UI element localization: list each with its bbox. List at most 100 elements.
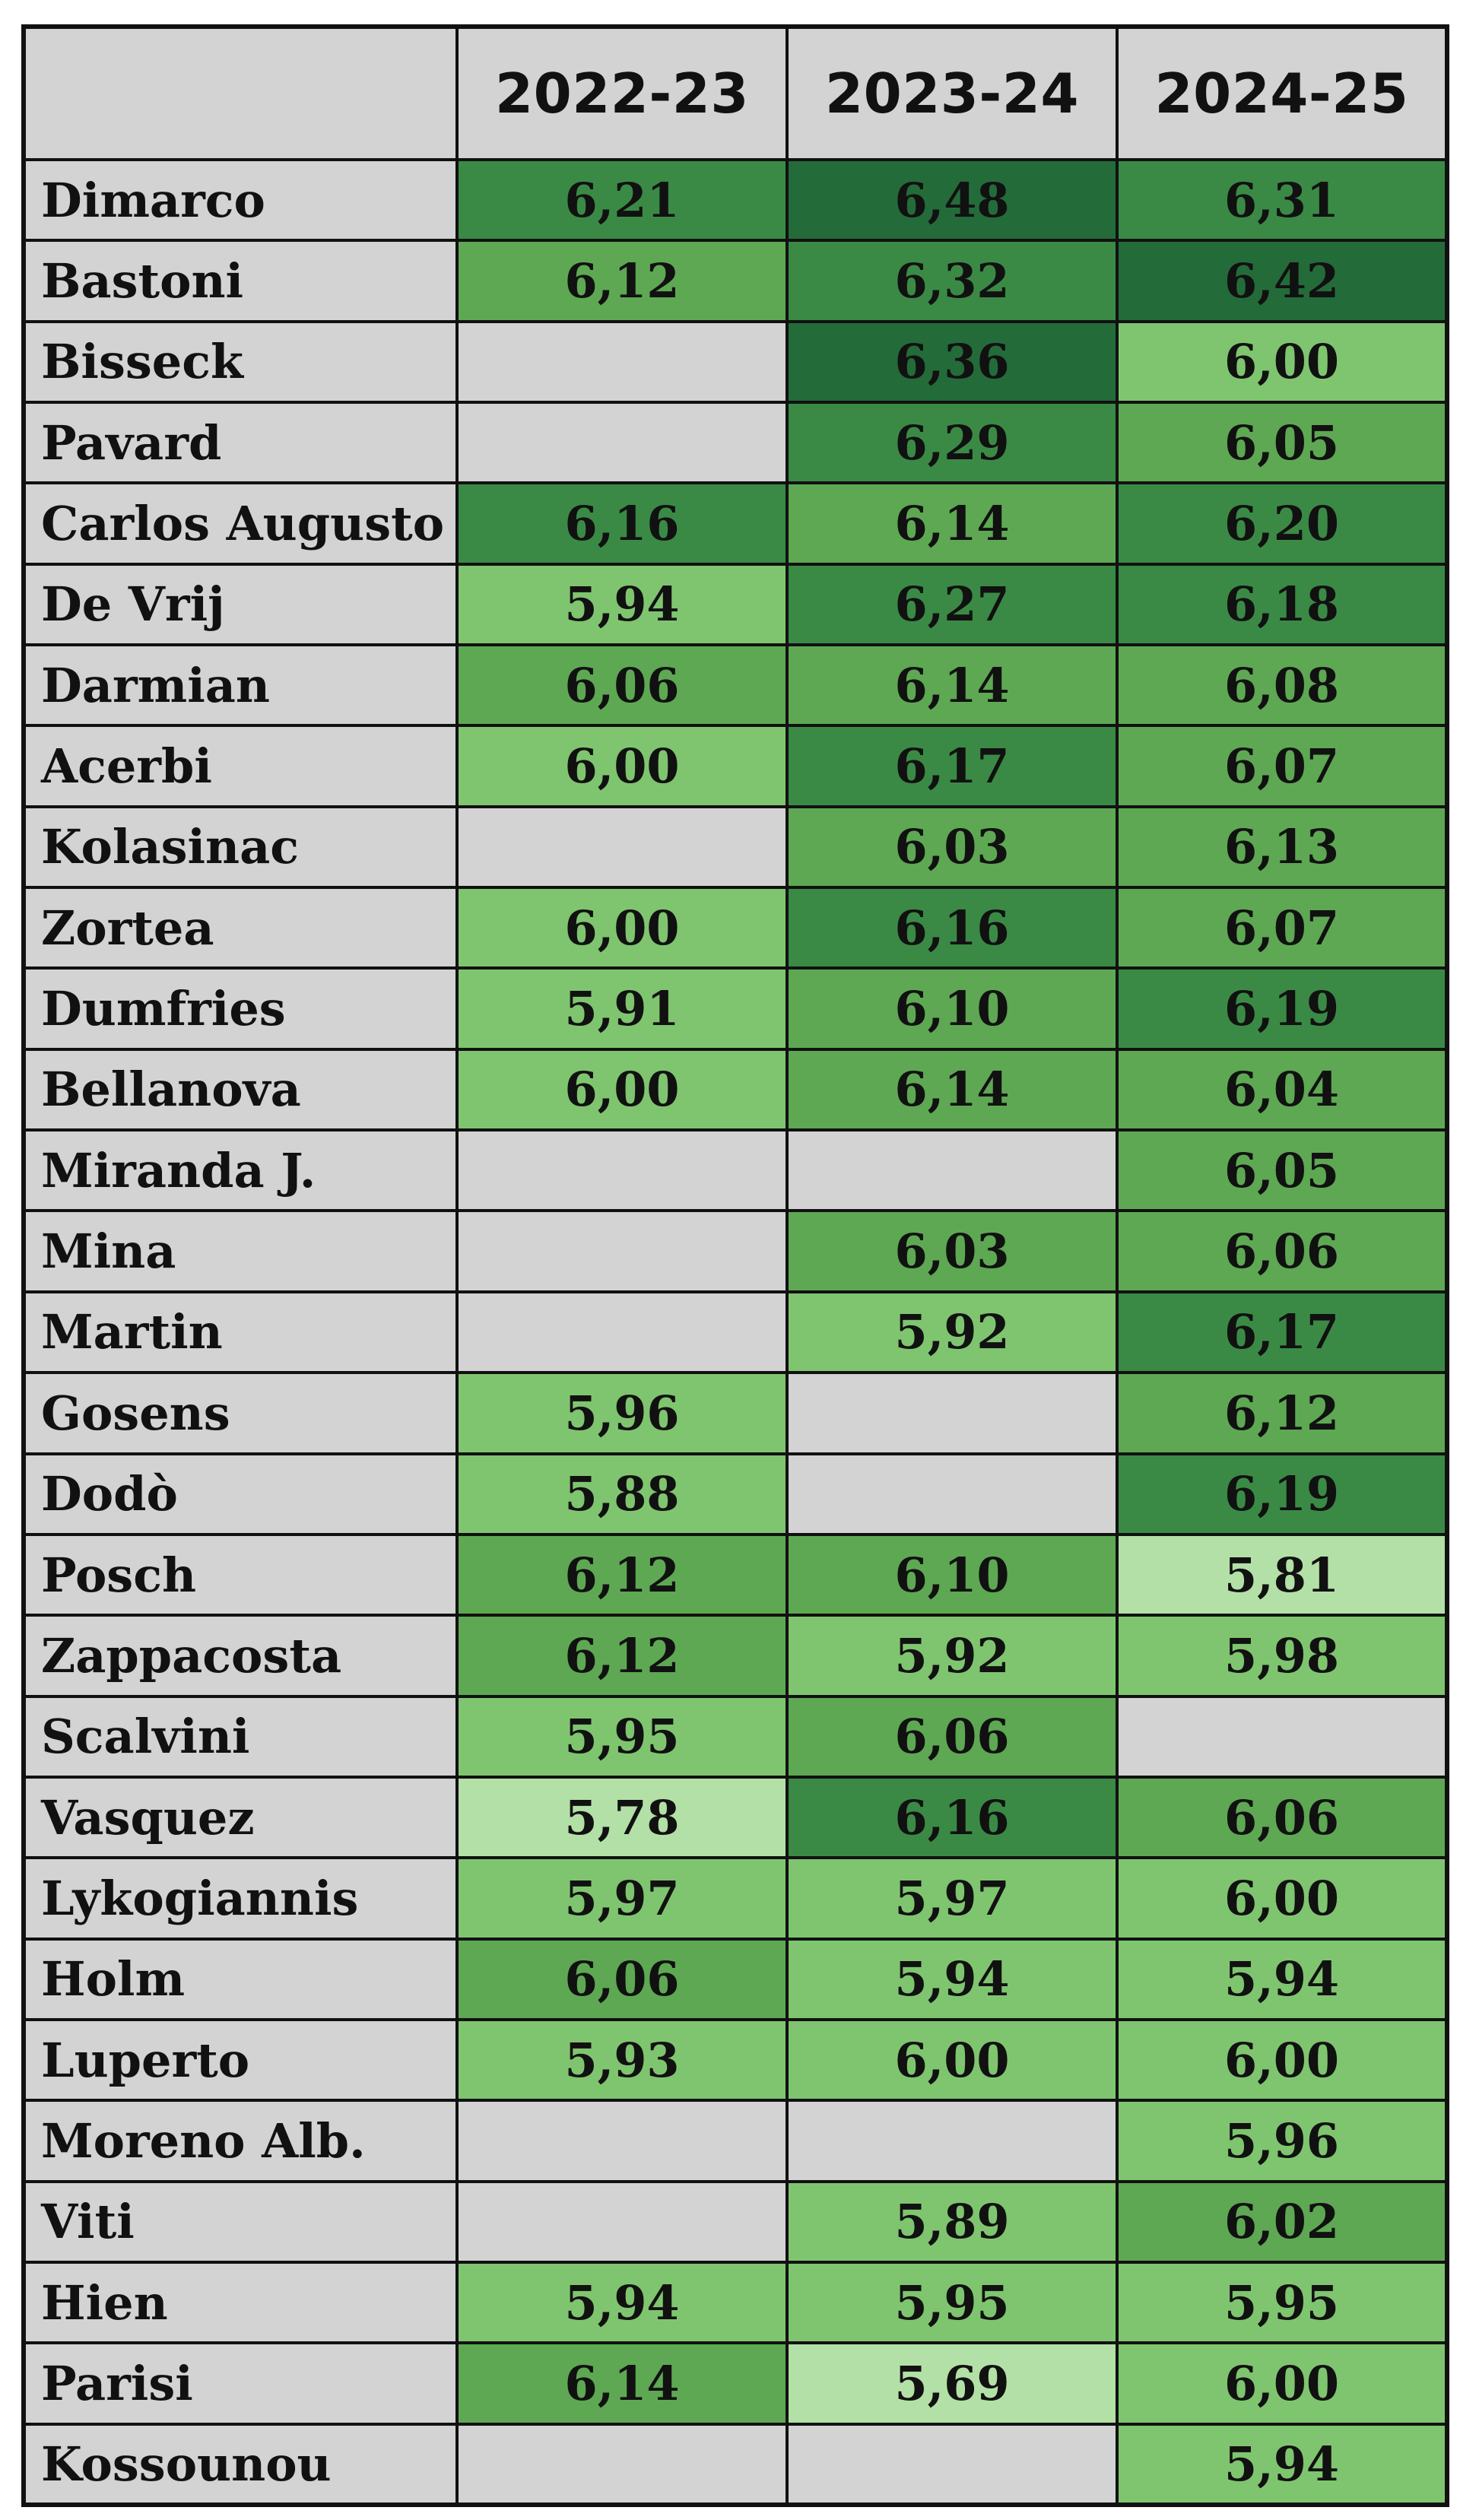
table-row: Bisseck 6,36 6,00 [22, 319, 1449, 405]
rating-cell: 6,19 [1116, 1452, 1449, 1536]
rating-cell: 6,12 [455, 1614, 789, 1698]
rating-cell: 5,92 [786, 1290, 1119, 1375]
rating-cell: 5,78 [455, 1775, 789, 1860]
player-name-cell: Kolasinac [22, 805, 459, 890]
player-name-cell: Viti [22, 2179, 459, 2264]
player-name-cell: Dodò [22, 1452, 459, 1536]
table-row: Dodò 5,88 6,19 [22, 1452, 1449, 1536]
player-name-cell: Bisseck [22, 319, 459, 405]
rating-cell: 6,20 [1116, 481, 1449, 566]
rating-cell: 6,36 [786, 319, 1119, 405]
rating-cell: 6,14 [786, 643, 1119, 728]
header-row: 2022-23 2023-24 2024-25 [22, 25, 1449, 161]
rating-cell: 6,06 [455, 1937, 789, 2021]
table-row: Gosens 5,96 6,12 [22, 1371, 1449, 1455]
player-name-cell: Gosens [22, 1371, 459, 1455]
empty-rating-cell [786, 1371, 1119, 1455]
rating-cell: 5,94 [455, 2260, 789, 2345]
player-name-cell: Carlos Augusto [22, 481, 459, 566]
rating-cell: 5,97 [455, 1856, 789, 1941]
table-body: Dimarco 6,21 6,48 6,31 Bastoni 6,12 6,32 6,42 Bi… [22, 157, 1449, 2507]
rating-cell: 5,89 [786, 2179, 1119, 2264]
rating-cell: 5,96 [1116, 2099, 1449, 2183]
rating-cell: 6,04 [1116, 1047, 1449, 1132]
rating-cell: 5,94 [786, 1937, 1119, 2021]
table-row: Zappacosta 6,12 5,92 5,98 [22, 1614, 1449, 1698]
empty-rating-cell [1116, 1694, 1449, 1779]
rating-cell: 5,96 [455, 1371, 789, 1455]
empty-rating-cell [455, 2422, 789, 2507]
rating-cell: 5,88 [455, 1452, 789, 1536]
rating-cell: 6,00 [1116, 1856, 1449, 1941]
rating-cell: 6,06 [455, 643, 789, 728]
rating-cell: 6,00 [786, 2017, 1119, 2103]
rating-cell: 5,94 [1116, 2422, 1449, 2507]
rating-cell: 6,29 [786, 401, 1119, 485]
rating-cell: 6,12 [1116, 1371, 1449, 1455]
rating-cell: 6,08 [1116, 643, 1449, 728]
rating-cell: 6,00 [1116, 2017, 1449, 2103]
table-row: Vasquez 5,78 6,16 6,06 [22, 1775, 1449, 1860]
rating-cell: 6,21 [455, 157, 789, 243]
table-row: Carlos Augusto 6,16 6,14 6,20 [22, 481, 1449, 566]
table-row: Darmian 6,06 6,14 6,08 [22, 643, 1449, 728]
rating-cell: 5,93 [455, 2017, 789, 2103]
player-name-cell: Luperto [22, 2017, 459, 2103]
table-row: Hien 5,94 5,95 5,95 [22, 2260, 1449, 2345]
rating-cell: 6,16 [455, 481, 789, 566]
rating-cell: 6,00 [455, 1047, 789, 1132]
empty-rating-cell [786, 1128, 1119, 1213]
rating-cell: 6,48 [786, 157, 1119, 243]
rating-cell: 6,10 [786, 1532, 1119, 1617]
rating-cell: 5,92 [786, 1614, 1119, 1698]
table-row: Bastoni 6,12 6,32 6,42 [22, 239, 1449, 323]
player-name-cell: Lykogiannis [22, 1856, 459, 1941]
rating-cell: 5,91 [455, 966, 789, 1051]
ratings-heatmap-table: 2022-23 2023-24 2024-25 Dimarco 6,21 6,48 6… [21, 24, 1449, 2507]
rating-cell: 6,00 [1116, 2341, 1449, 2426]
player-name-cell: Zortea [22, 886, 459, 970]
player-name-cell: Scalvini [22, 1694, 459, 1779]
rating-cell: 6,00 [455, 886, 789, 970]
rating-cell: 6,07 [1116, 724, 1449, 808]
rating-cell: 6,32 [786, 239, 1119, 323]
table-row: Scalvini 5,95 6,06 [22, 1694, 1449, 1779]
empty-rating-cell [455, 319, 789, 405]
table-row: Pavard 6,29 6,05 [22, 401, 1449, 485]
empty-rating-cell [786, 2422, 1119, 2507]
table-row: Mina 6,03 6,06 [22, 1209, 1449, 1293]
rating-cell: 6,13 [1116, 805, 1449, 890]
rating-cell: 6,19 [1116, 966, 1449, 1051]
rating-cell: 5,95 [1116, 2260, 1449, 2345]
rating-cell: 6,18 [1116, 562, 1449, 647]
table-row: Viti 5,89 6,02 [22, 2179, 1449, 2264]
rating-cell: 6,00 [1116, 319, 1449, 405]
empty-rating-cell [455, 401, 789, 485]
rating-cell: 6,12 [455, 239, 789, 323]
table-row: Luperto 5,93 6,00 6,00 [22, 2017, 1449, 2103]
table-row: Zortea 6,00 6,16 6,07 [22, 886, 1449, 970]
player-name-cell: Dumfries [22, 966, 459, 1051]
rating-cell: 6,16 [786, 886, 1119, 970]
table-row: Kossounou 5,94 [22, 2422, 1449, 2507]
table-row: De Vrij 5,94 6,27 6,18 [22, 562, 1449, 647]
rating-cell: 5,94 [1116, 1937, 1449, 2021]
rating-cell: 6,14 [786, 1047, 1119, 1132]
player-name-cell: Pavard [22, 401, 459, 485]
table-header: 2022-23 2023-24 2024-25 [22, 25, 1449, 161]
season-header: 2022-23 [455, 25, 789, 161]
season-header: 2023-24 [786, 25, 1119, 161]
rating-cell: 5,97 [786, 1856, 1119, 1941]
rating-cell: 6,06 [1116, 1209, 1449, 1293]
player-name-cell: Miranda J. [22, 1128, 459, 1213]
rating-cell: 6,07 [1116, 886, 1449, 970]
player-name-cell: Kossounou [22, 2422, 459, 2507]
rating-cell: 6,10 [786, 966, 1119, 1051]
player-name-cell: Bastoni [22, 239, 459, 323]
rating-cell: 6,27 [786, 562, 1119, 647]
player-name-cell: Parisi [22, 2341, 459, 2426]
rating-cell: 5,69 [786, 2341, 1119, 2426]
rating-cell: 5,95 [455, 1694, 789, 1779]
table-row: Posch 6,12 6,10 5,81 [22, 1532, 1449, 1617]
rating-cell: 6,31 [1116, 157, 1449, 243]
